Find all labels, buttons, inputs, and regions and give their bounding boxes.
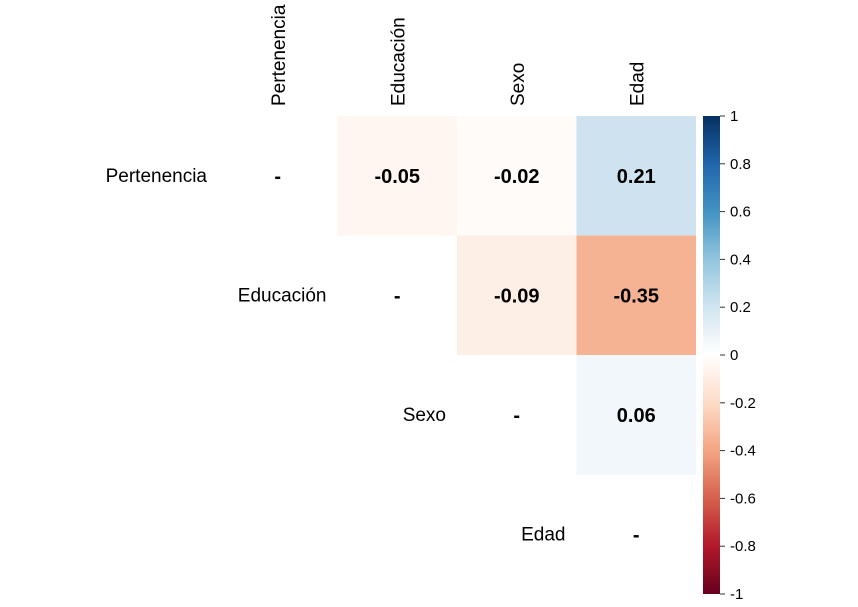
row-label: Sexo (403, 405, 446, 426)
cell-value-label: 0.21 (617, 166, 656, 188)
colorbar-tick-label: 0.2 (730, 299, 751, 316)
colorbar-tick-label: -0.8 (730, 538, 756, 555)
heatmap-cell (576, 355, 696, 475)
heatmap-cell (337, 116, 457, 236)
heatmap-cell (576, 235, 696, 355)
diagonal-label: - (274, 166, 281, 188)
colorbar-tick-label: 0.8 (730, 156, 751, 173)
column-labels: Pertenencia Educación Sexo Edad (269, 4, 649, 106)
row-labels: Pertenencia Educación Sexo Edad (106, 166, 566, 546)
colorbar-tick-label: 1 (730, 108, 738, 125)
cell-value-label: -0.09 (494, 285, 540, 307)
colorbar-tick-label: 0.4 (730, 251, 751, 268)
colorbar-tick-label: 0.6 (730, 204, 751, 221)
colorbar: 1 0.8 0.6 0.4 0.2 0 -0.2 -0.4 -0.6 -0.8 -1 (703, 108, 756, 603)
column-label: Sexo (508, 63, 529, 106)
colorbar-tick-label: -0.6 (730, 490, 756, 507)
row-label: Edad (521, 524, 565, 545)
cell-value-label: -0.35 (613, 285, 659, 307)
column-label: Edad (627, 62, 648, 106)
heatmap-cell (576, 116, 696, 236)
heatmap-cell (457, 116, 577, 236)
colorbar-tick-label: -0.4 (730, 443, 756, 460)
colorbar-gradient (703, 116, 720, 594)
cell-value-label: -0.02 (494, 166, 540, 188)
heatmap-cells: -0.05 -0.02 0.21 -0.09 -0.35 0.06 (337, 116, 696, 475)
colorbar-tick-label: 0 (730, 347, 738, 364)
colorbar-tick-label: -0.2 (730, 395, 756, 412)
cell-value-label: -0.05 (374, 166, 420, 188)
diagonal-labels: - - - - (274, 166, 639, 547)
cell-value-label: 0.06 (617, 405, 656, 427)
row-label: Educación (238, 285, 327, 306)
column-label: Pertenencia (269, 4, 290, 106)
row-label: Pertenencia (106, 166, 208, 187)
heatmap-cell (457, 235, 577, 355)
diagonal-label: - (513, 405, 520, 427)
column-label: Educación (388, 17, 409, 106)
diagonal-label: - (633, 524, 640, 546)
colorbar-tick-label: -1 (730, 586, 743, 603)
diagonal-label: - (394, 285, 401, 307)
